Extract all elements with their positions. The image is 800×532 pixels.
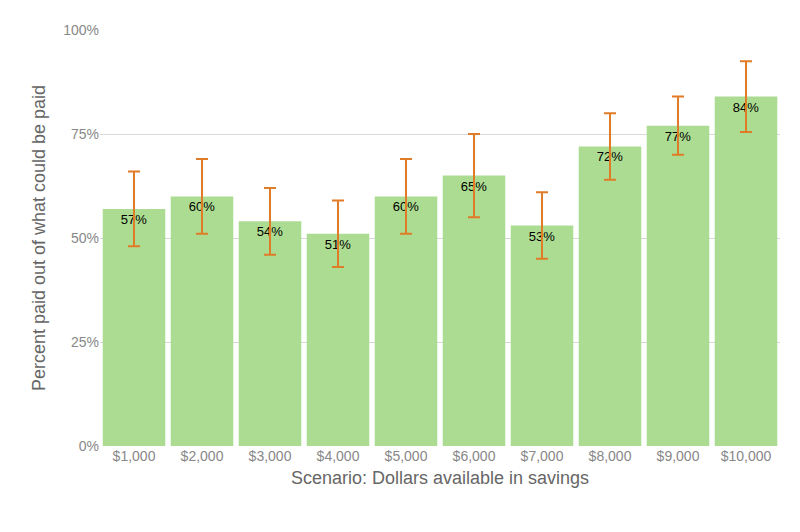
svg-text:53%: 53% xyxy=(529,229,555,244)
svg-text:$2,000: $2,000 xyxy=(181,448,224,464)
svg-text:$5,000: $5,000 xyxy=(385,448,428,464)
svg-text:84%: 84% xyxy=(733,100,759,115)
svg-text:65%: 65% xyxy=(461,179,487,194)
svg-text:$8,000: $8,000 xyxy=(589,448,632,464)
svg-text:60%: 60% xyxy=(393,199,419,214)
svg-text:$9,000: $9,000 xyxy=(657,448,700,464)
svg-text:51%: 51% xyxy=(325,237,351,252)
svg-text:$10,000: $10,000 xyxy=(721,448,772,464)
svg-text:0%: 0% xyxy=(79,438,99,454)
svg-text:25%: 25% xyxy=(71,334,99,350)
svg-text:77%: 77% xyxy=(665,129,691,144)
svg-text:$7,000: $7,000 xyxy=(521,448,564,464)
svg-text:60%: 60% xyxy=(189,199,215,214)
svg-text:50%: 50% xyxy=(71,230,99,246)
svg-text:$6,000: $6,000 xyxy=(453,448,496,464)
svg-text:57%: 57% xyxy=(121,212,147,227)
svg-text:Scenario: Dollars available in: Scenario: Dollars available in savings xyxy=(291,468,589,488)
svg-text:Percent paid out of what could: Percent paid out of what could be paid xyxy=(29,85,49,391)
svg-text:$4,000: $4,000 xyxy=(317,448,360,464)
svg-text:54%: 54% xyxy=(257,224,283,239)
svg-text:100%: 100% xyxy=(63,22,99,38)
svg-text:75%: 75% xyxy=(71,126,99,142)
svg-text:$1,000: $1,000 xyxy=(113,448,156,464)
svg-text:72%: 72% xyxy=(597,149,623,164)
svg-text:$3,000: $3,000 xyxy=(249,448,292,464)
